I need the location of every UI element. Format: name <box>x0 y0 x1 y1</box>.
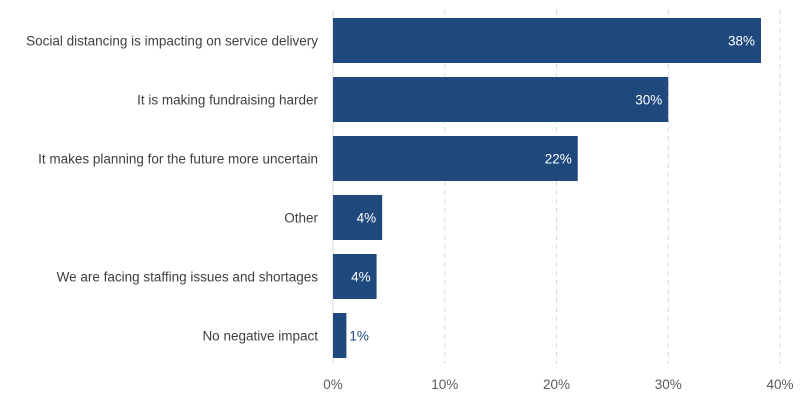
category-label: Other <box>284 211 318 226</box>
bar <box>333 136 578 181</box>
category-label: Social distancing is impacting on servic… <box>26 34 318 49</box>
x-tick-label: 0% <box>323 377 343 392</box>
data-label: 4% <box>351 270 371 285</box>
bar <box>333 313 347 358</box>
x-tick-label: 40% <box>766 377 793 392</box>
data-label: 4% <box>357 211 377 226</box>
data-label: 30% <box>635 93 662 108</box>
category-label: No negative impact <box>202 329 318 344</box>
bar <box>333 254 377 299</box>
bar <box>333 77 669 122</box>
data-label: 1% <box>349 329 369 344</box>
category-label: It makes planning for the future more un… <box>38 152 318 167</box>
x-tick-label: 30% <box>655 377 682 392</box>
category-label: We are facing staffing issues and shorta… <box>57 270 319 285</box>
x-tick-label: 10% <box>431 377 458 392</box>
data-label: 22% <box>545 152 572 167</box>
bar <box>333 195 383 240</box>
bar <box>333 18 762 63</box>
data-label: 38% <box>728 34 755 49</box>
category-label: It is making fundraising harder <box>137 93 318 108</box>
x-tick-label: 20% <box>543 377 570 392</box>
